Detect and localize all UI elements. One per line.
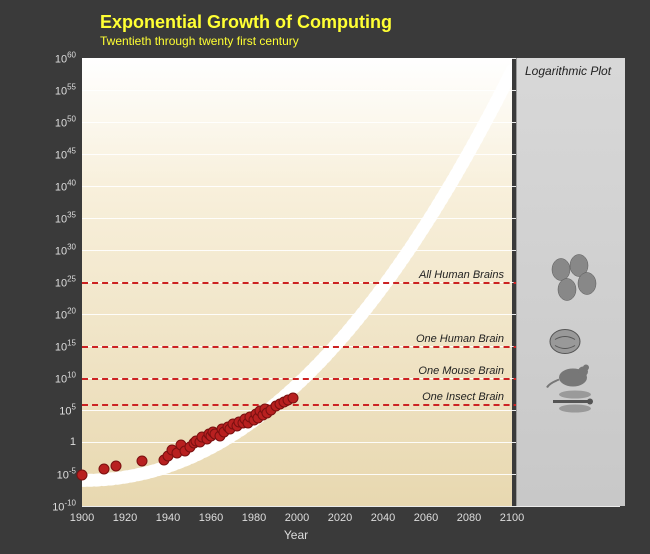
- human-heads-icon: [545, 252, 601, 313]
- x-tick: 2000: [285, 512, 309, 524]
- data-point: [98, 463, 109, 474]
- reference-label: All Human Brains: [419, 269, 504, 281]
- y-tick: 1055: [55, 83, 76, 98]
- sidebar: Logarithmic Plot: [516, 58, 625, 506]
- chart-title: Exponential Growth of Computing: [100, 12, 392, 33]
- x-tick: 1920: [113, 512, 137, 524]
- data-point: [137, 456, 148, 467]
- chart-subtitle: Twentieth through twenty first century: [100, 34, 299, 48]
- y-tick: 1015: [55, 339, 76, 354]
- data-point: [287, 393, 298, 404]
- reference-label: One Insect Brain: [422, 390, 504, 402]
- y-tick: 1010: [55, 371, 76, 386]
- x-tick: 2080: [457, 512, 481, 524]
- x-tick: 1940: [156, 512, 180, 524]
- chart-frame: Exponential Growth of Computing Twentiet…: [0, 0, 650, 554]
- x-tick: 1960: [199, 512, 223, 524]
- gridline: [82, 506, 620, 507]
- y-tick: 1045: [55, 147, 76, 162]
- plot-area: 10-1010-51105101010151020102510301035104…: [82, 58, 512, 506]
- x-tick: 1900: [70, 512, 94, 524]
- x-tick: 2060: [414, 512, 438, 524]
- x-tick: 1980: [242, 512, 266, 524]
- y-tick: 1035: [55, 211, 76, 226]
- data-point: [111, 461, 122, 472]
- x-tick: 2040: [371, 512, 395, 524]
- sidebar-title: Logarithmic Plot: [525, 64, 611, 78]
- reference-label: One Mouse Brain: [418, 365, 504, 377]
- dragonfly-icon: [545, 386, 597, 421]
- y-tick: 1050: [55, 115, 76, 130]
- x-axis-label: Year: [284, 528, 308, 542]
- x-tick: 2020: [328, 512, 352, 524]
- reference-label: One Human Brain: [416, 333, 504, 345]
- y-tick: 1030: [55, 243, 76, 258]
- y-tick: 1025: [55, 275, 76, 290]
- y-tick: 1020: [55, 307, 76, 322]
- y-tick: 1040: [55, 179, 76, 194]
- y-tick: 105: [59, 403, 76, 418]
- data-point: [77, 470, 88, 481]
- y-tick: 1060: [55, 51, 76, 66]
- x-tick: 2100: [500, 512, 524, 524]
- y-tick: 1: [70, 436, 76, 448]
- y-tick: 10-5: [57, 467, 76, 482]
